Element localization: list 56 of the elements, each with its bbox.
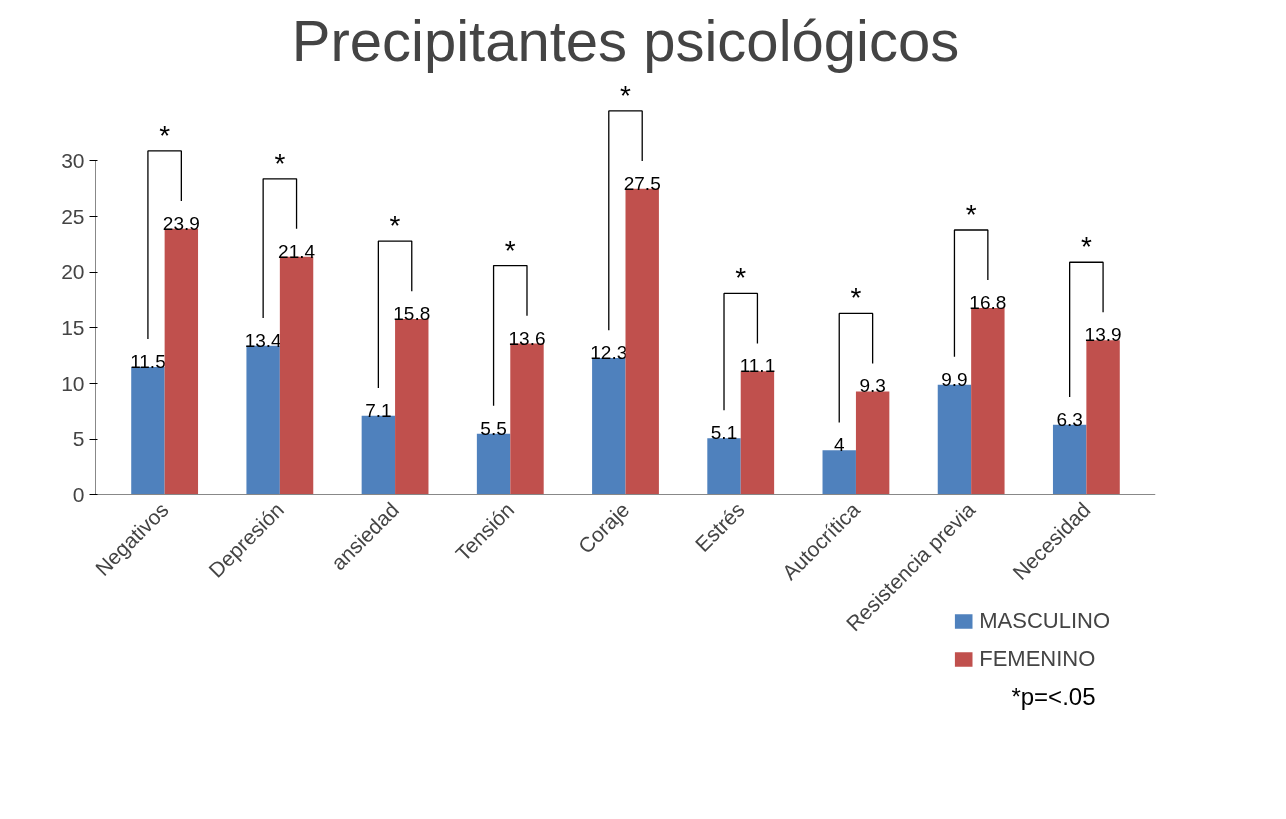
- bar: [1052, 424, 1087, 495]
- annotation: *: [965, 198, 977, 230]
- bar: [246, 345, 280, 495]
- bar: [361, 415, 396, 495]
- data-label: 16.8: [969, 291, 1007, 313]
- annotation: *: [850, 282, 862, 314]
- data-label: 7.1: [365, 399, 392, 421]
- y-tick-label: 0: [72, 482, 85, 506]
- bar: [822, 450, 856, 495]
- data-label: 13.6: [508, 327, 546, 349]
- data-label: 11.5: [130, 350, 166, 372]
- annotation: *: [274, 147, 286, 179]
- bar: [279, 256, 314, 495]
- chart-title: Precipitantes psicológicos: [291, 7, 960, 73]
- data-label: 5.5: [480, 417, 507, 439]
- data-label: 9.3: [859, 375, 886, 397]
- bar: [971, 307, 1005, 495]
- legend-label: FEMENINO: [979, 646, 1096, 672]
- text: *: [159, 119, 171, 151]
- bar: [740, 371, 775, 495]
- bar: [707, 438, 741, 495]
- data-label: 23.9: [162, 212, 200, 234]
- y-tick-label: 5: [72, 427, 85, 451]
- y-tick-label: 25: [61, 204, 85, 228]
- bar: [164, 228, 199, 495]
- data-label: 15.8: [393, 303, 431, 325]
- bar: [476, 433, 511, 495]
- bar: [131, 366, 165, 495]
- y-tick-label: 20: [61, 260, 85, 284]
- y-tick-label: 10: [61, 371, 85, 395]
- data-label: 13.9: [1084, 324, 1122, 346]
- y-tick-label: 30: [61, 148, 85, 172]
- annotation: *: [735, 262, 747, 294]
- y-tick-label: 15: [61, 315, 85, 339]
- data-label: 27.5: [623, 172, 661, 194]
- text: *p=<.05: [1011, 682, 1096, 710]
- data-label: 12.3: [590, 341, 628, 363]
- bar: [625, 188, 659, 495]
- bar: [937, 384, 972, 495]
- bar: [592, 357, 626, 495]
- data-label: 21.4: [278, 240, 316, 262]
- annotation: *: [504, 234, 516, 266]
- bar: [510, 343, 544, 495]
- data-label: 5.1: [710, 422, 738, 444]
- bar: [1086, 340, 1120, 495]
- bar: [855, 391, 890, 495]
- data-label: 9.9: [941, 368, 968, 390]
- annotation: *: [389, 210, 401, 242]
- text: *: [620, 79, 632, 111]
- data-label: 13.4: [244, 329, 283, 351]
- data-label: 4: [833, 434, 845, 456]
- data-label: 11.1: [739, 355, 776, 377]
- bar: [395, 319, 429, 495]
- data-label: 6.3: [1056, 408, 1083, 430]
- annotation: *: [1080, 231, 1092, 263]
- legend-label: MASCULINO: [979, 608, 1110, 634]
